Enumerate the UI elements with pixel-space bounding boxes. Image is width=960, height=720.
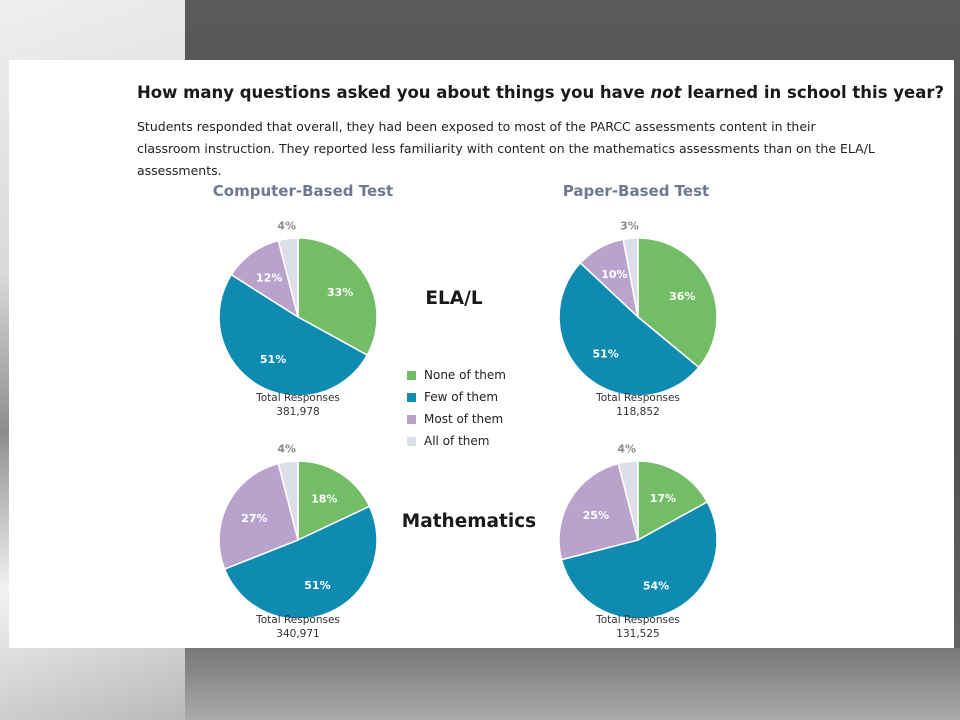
data-label: 17% <box>650 492 676 505</box>
slice-few-of-them <box>558 261 700 397</box>
legend-swatch <box>407 370 416 380</box>
column-heading-computer: Computer-Based Test <box>212 182 394 200</box>
total-responses-paper-ela: Total Responses 118,852 <box>538 391 738 419</box>
slice-none-of-them <box>637 237 718 369</box>
row-heading-ela: ELA/L <box>425 288 483 309</box>
row-heading-math: Mathematics <box>401 511 537 532</box>
pie-chart-computer-math: 18% 51% 27% 4% <box>218 443 378 620</box>
total-value: 340,971 <box>276 628 320 640</box>
data-label: 51% <box>260 353 286 366</box>
data-label: 54% <box>643 580 669 593</box>
data-label: 33% <box>327 286 353 299</box>
data-label: 18% <box>311 493 337 506</box>
data-label: 10% <box>601 268 627 281</box>
slice-most-of-them <box>218 462 299 571</box>
slice-few-of-them <box>560 500 718 620</box>
pie-chart-paper-ela: 36% 51% 10% 3% <box>558 219 718 397</box>
total-value: 118,852 <box>616 406 660 418</box>
page-title: How many questions asked you about thing… <box>137 83 945 102</box>
total-label: Total Responses <box>256 392 340 404</box>
slice-none-of-them <box>297 237 378 357</box>
data-label-outside: 4% <box>277 443 296 456</box>
legend: None of them Few of them Most of them Al… <box>407 364 506 452</box>
total-label: Total Responses <box>596 392 680 404</box>
slice-few-of-them <box>218 273 369 397</box>
pie-chart-computer-ela: 33% 51% 12% 4% <box>218 220 378 397</box>
slice-most-of-them <box>558 462 639 561</box>
total-value: 381,978 <box>276 406 320 418</box>
description: Students responded that overall, they ha… <box>137 119 875 178</box>
data-label-outside: 4% <box>617 443 636 456</box>
legend-swatch <box>407 392 416 402</box>
total-responses-computer-math: Total Responses 340,971 <box>198 613 398 641</box>
slice-none-of-them <box>637 460 709 542</box>
slice-all-of-them <box>277 237 299 318</box>
legend-label: Most of them <box>424 412 504 426</box>
data-label: 25% <box>583 509 609 522</box>
background-bottom <box>185 648 960 720</box>
figure-panel: How many questions asked you about thing… <box>9 60 954 648</box>
pie-chart-paper-math: 17% 54% 25% 4% <box>558 443 718 620</box>
data-label: 51% <box>304 579 330 592</box>
legend-label: All of them <box>424 434 490 448</box>
slice-most-of-them <box>230 239 300 319</box>
legend-item-none: None of them <box>407 364 506 386</box>
total-value: 131,525 <box>616 628 660 640</box>
total-responses-paper-math: Total Responses 131,525 <box>538 613 738 641</box>
data-label: 27% <box>241 512 267 525</box>
slice-all-of-them <box>622 237 639 318</box>
data-label: 36% <box>669 290 695 303</box>
legend-item-most: Most of them <box>407 408 506 430</box>
legend-swatch <box>407 436 416 446</box>
legend-item-all: All of them <box>407 430 506 452</box>
total-responses-computer-ela: Total Responses 381,978 <box>198 391 398 419</box>
total-label: Total Responses <box>596 614 680 626</box>
slice-few-of-them <box>223 505 378 620</box>
legend-label: None of them <box>424 368 506 382</box>
slice-all-of-them <box>617 460 639 541</box>
total-label: Total Responses <box>256 614 340 626</box>
data-label: 51% <box>592 348 618 361</box>
legend-item-few: Few of them <box>407 386 506 408</box>
column-heading-paper: Paper-Based Test <box>562 182 710 200</box>
slice-none-of-them <box>297 460 371 542</box>
title-emphasis: not <box>650 83 682 102</box>
slice-all-of-them <box>277 460 299 541</box>
legend-swatch <box>407 414 416 424</box>
data-label: 12% <box>256 271 282 284</box>
data-label-outside: 3% <box>620 219 639 232</box>
legend-label: Few of them <box>424 390 499 404</box>
data-label-outside: 4% <box>277 220 296 233</box>
